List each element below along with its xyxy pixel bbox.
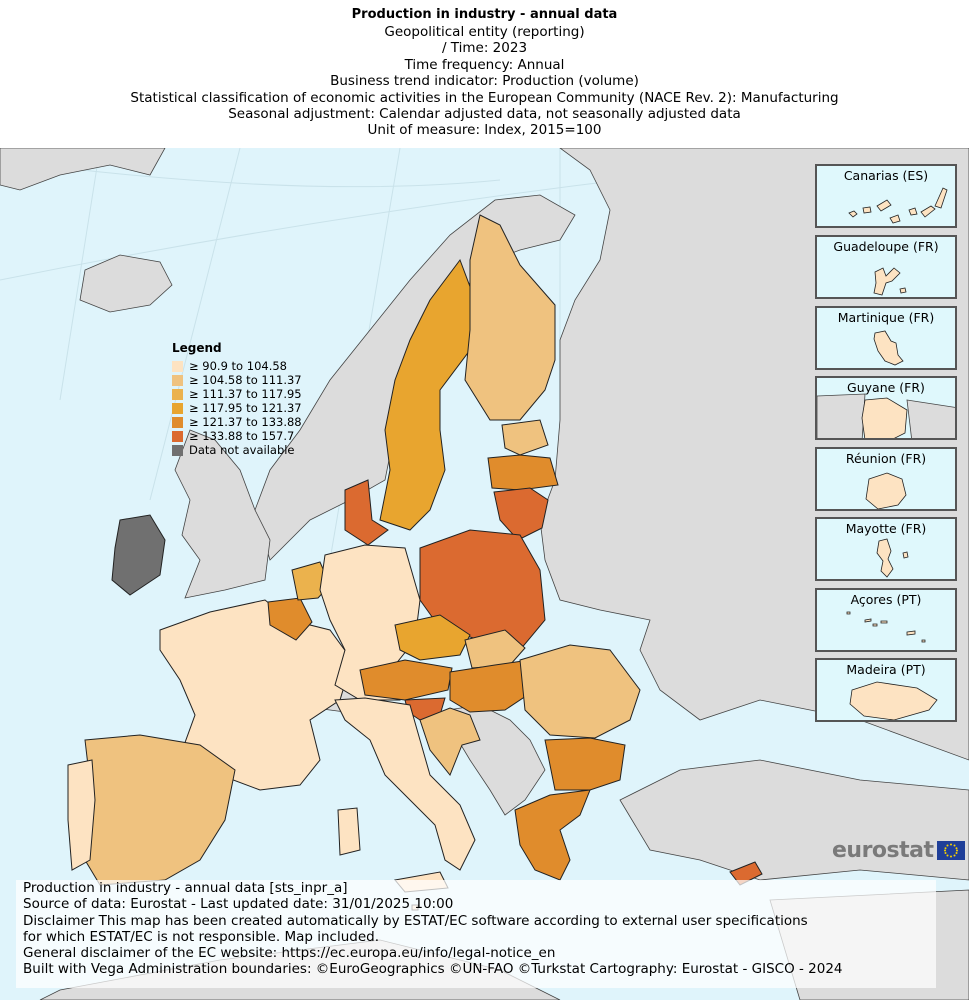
romania: [519, 644, 641, 739]
lithuania: [493, 487, 549, 541]
hungary: [449, 659, 536, 713]
austria: [359, 659, 453, 701]
legend-swatch: [172, 444, 183, 456]
legend-item: ≥ 111.37 to 117.95: [172, 387, 342, 401]
legend-title: Legend: [172, 341, 222, 355]
legend-label: Data not available: [189, 443, 295, 457]
turkey: [619, 759, 969, 881]
legend-label: ≥ 121.37 to 133.88: [189, 415, 302, 429]
legend-item: ≥ 104.58 to 111.37: [172, 373, 342, 387]
subtitle-frequency: Time frequency: Annual: [404, 56, 565, 73]
legend-swatch: [172, 388, 183, 400]
eu-flag-icon: [936, 841, 965, 860]
inset-map: [848, 187, 948, 224]
legend-swatch: [172, 374, 183, 386]
inset-map: [865, 472, 907, 509]
inset-map: [817, 393, 955, 438]
inset-label: Guadeloupe (FR): [833, 239, 939, 254]
legend-swatch: [172, 430, 183, 442]
estonia: [501, 419, 549, 456]
inset-label: Guyane (FR): [847, 380, 925, 395]
legend-item: ≥ 133.88 to 157.7: [172, 429, 342, 443]
logo-wordmark: eurostat: [832, 838, 934, 863]
inset-martinique[interactable]: Martinique (FR): [815, 306, 957, 370]
inset-label: Réunion (FR): [845, 451, 927, 466]
map-title: Production in industry - annual data: [351, 7, 618, 22]
latvia: [487, 454, 559, 491]
footer-dataset: Production in industry - annual data [st…: [23, 880, 348, 896]
subtitle-seasonal: Seasonal adjustment: Calendar adjusted d…: [228, 106, 741, 123]
inset-map: [846, 611, 926, 643]
legend-label: ≥ 133.88 to 157.7: [189, 429, 295, 443]
spain: [84, 734, 236, 886]
subtitle-unit: Unit of measure: Index, 2015=100: [367, 122, 602, 139]
ireland: [111, 514, 166, 596]
map-header: Production in industry - annual data Geo…: [0, 6, 969, 139]
inset-canarias[interactable]: Canarias (ES): [815, 164, 957, 228]
subtitle-time: / Time: 2023: [441, 40, 528, 57]
poland: [419, 529, 546, 651]
legend-item: Data not available: [172, 443, 342, 457]
iceland: [79, 254, 173, 313]
finland: [464, 214, 556, 421]
inset-acores[interactable]: Açores (PT): [815, 588, 957, 652]
inset-guyane[interactable]: Guyane (FR): [815, 376, 957, 440]
inset-map: [849, 681, 938, 720]
inset-mayotte[interactable]: Mayotte (FR): [815, 517, 957, 581]
footer-source: Source of data: Eurostat - Last updated …: [23, 896, 454, 913]
inset-reunion[interactable]: Réunion (FR): [815, 447, 957, 511]
germany: [319, 544, 421, 701]
croatia: [419, 707, 481, 776]
sardinia: [337, 807, 361, 856]
legend-label: ≥ 90.9 to 104.58: [189, 359, 287, 373]
belgium: [267, 597, 313, 641]
denmark: [344, 479, 389, 546]
inset-map: [873, 330, 904, 366]
inset-label: Canarias (ES): [843, 168, 929, 183]
legend-item: ≥ 121.37 to 133.88: [172, 415, 342, 429]
bulgaria: [544, 737, 626, 791]
portugal: [67, 759, 96, 871]
inset-map: [876, 538, 909, 578]
legend-item: ≥ 90.9 to 104.58: [172, 359, 342, 373]
footer-disclaimer-cont: for which ESTAT/EC is not responsible. M…: [23, 928, 379, 945]
inset-guadeloupe[interactable]: Guadeloupe (FR): [815, 235, 957, 299]
czechia: [394, 614, 471, 661]
inset-map: [873, 267, 907, 296]
italy: [334, 697, 476, 871]
inset-madeira[interactable]: Madeira (PT): [815, 658, 957, 722]
inset-label: Mayotte (FR): [845, 521, 927, 536]
legend-label: ≥ 117.95 to 121.37: [189, 401, 302, 415]
inset-label: Madeira (PT): [846, 662, 926, 677]
subtitle-entity: Geopolitical entity (reporting): [384, 24, 585, 40]
footer-disclaimer: Disclaimer This map has been created aut…: [23, 912, 808, 929]
legend-label: ≥ 111.37 to 117.95: [189, 387, 302, 401]
legend-swatch: [172, 360, 183, 372]
legend-label: ≥ 104.58 to 111.37: [189, 373, 302, 387]
footer-credits: Built with Vega Administration boundarie…: [23, 961, 843, 978]
footer-legal: General disclaimer of the EC website: ht…: [23, 945, 556, 962]
slovakia: [464, 629, 526, 669]
greenland: [0, 148, 166, 191]
source-notes: Production in industry - annual data [st…: [16, 880, 936, 988]
subtitle-nace: Statistical classification of economic a…: [130, 89, 839, 106]
legend-swatch: [172, 416, 183, 428]
uk: [174, 429, 271, 599]
eurostat-logo: eurostat: [832, 838, 965, 863]
legend: Legend ≥ 90.9 to 104.58 ≥ 104.58 to 111.…: [172, 341, 342, 457]
legend-item: ≥ 117.95 to 121.37: [172, 401, 342, 415]
legend-swatch: [172, 402, 183, 414]
inset-label: Açores (PT): [850, 592, 922, 607]
greece: [514, 789, 591, 881]
inset-label: Martinique (FR): [837, 310, 935, 325]
subtitle-indicator: Business trend indicator: Production (vo…: [330, 73, 639, 90]
